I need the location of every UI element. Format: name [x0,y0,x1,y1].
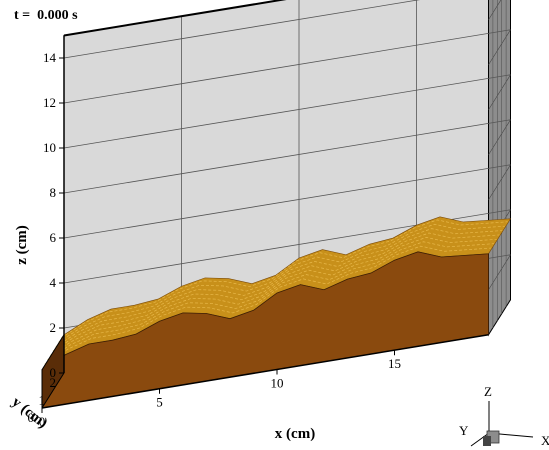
triad-z-label: Z [484,384,492,399]
surface-mesh-line [55,228,503,347]
z-tick-label: 6 [50,230,57,245]
sediment-front-face [41,251,489,409]
x-tick-label: 0 [39,414,46,429]
grid-line [488,74,511,110]
x-axis-line [41,334,489,409]
grid-line [63,0,421,59]
z-tick-label: 8 [50,185,57,200]
x-tick-label: 10 [271,375,284,390]
grid-line [63,74,511,149]
z-tick-label: 10 [43,140,56,155]
z-tick-label: 14 [43,50,57,65]
time-label: t = 0.000 s [14,8,78,23]
grid-line [488,0,502,20]
x-tick-label: 15 [388,356,401,371]
z-tick-label: 4 [50,275,57,290]
surface-mesh-line [58,223,506,343]
box-top-edge [63,0,287,37]
z-tick-label: 12 [43,95,56,110]
x-axis-label: x (cm) [275,426,315,442]
z-axis-label: z (cm) [14,225,30,265]
triad-y-axis [470,432,490,447]
surface-mesh-line [44,245,492,365]
triad-cube-side [483,436,491,446]
grid-line [488,29,511,65]
y-tick-label: 1 [39,393,46,408]
surface-mesh-line [50,236,497,356]
surface-mesh-line [47,241,495,360]
y-tick-label: 0 [28,410,35,425]
grid-line [63,164,511,239]
sediment-surface [41,216,512,410]
grid-line [488,164,511,200]
grid-line [488,119,511,155]
triad-x-label: X [541,433,549,448]
y-tick-label: 2 [50,375,57,390]
triad-y-label: Y [459,423,469,438]
axis-triad: X Y Z [459,384,549,448]
surface-mesh-line [61,219,508,339]
grid-line [63,29,511,104]
grid-line [63,119,511,194]
z-tick-label: 0 [50,365,57,380]
grid-line [488,254,511,290]
surface-mesh-line [52,232,500,352]
x-tick-label: 5 [156,395,163,410]
z-tick-label: 2 [50,320,57,335]
